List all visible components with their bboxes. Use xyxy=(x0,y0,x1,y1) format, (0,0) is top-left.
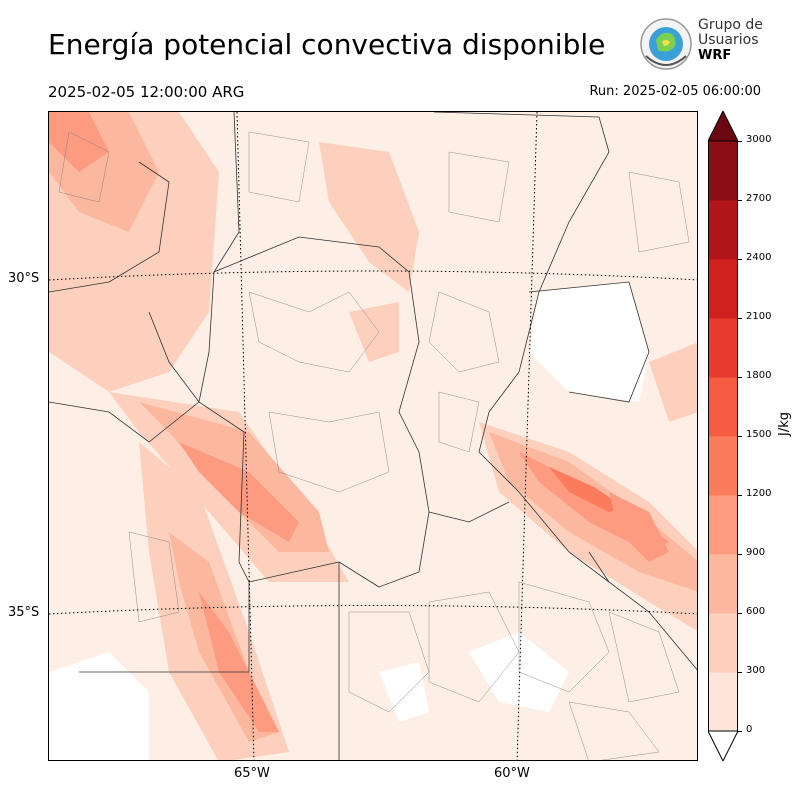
colorbar-tick-label: 1800 xyxy=(746,370,772,381)
colorbar-tick xyxy=(738,377,742,378)
colorbar-tick-label: 3000 xyxy=(746,134,772,145)
colorbar-band xyxy=(708,200,738,260)
colorbar-tick-label: 2700 xyxy=(746,193,772,204)
admin-boundaries xyxy=(49,112,697,760)
dept-boundaries xyxy=(58,131,690,760)
lat-label-30s: 30°S xyxy=(8,271,40,286)
globe-logo-icon xyxy=(640,18,692,70)
colorbar-extend-max xyxy=(708,111,738,142)
cape-map xyxy=(48,111,698,761)
run-time: Run: 2025-02-05 06:00:00 xyxy=(589,84,761,99)
colorbar-tick-label: 900 xyxy=(746,547,766,558)
colorbar-band xyxy=(708,554,738,614)
colorbar-tick xyxy=(738,318,742,319)
colorbar-band xyxy=(708,377,738,437)
colorbar-tick xyxy=(738,495,742,496)
colorbar-tick xyxy=(738,554,742,555)
logo-line-3: WRF xyxy=(698,48,732,63)
grupo-wrf-logo: Grupo de Usuarios WRF xyxy=(638,16,778,74)
colorbar-tick-label: 2100 xyxy=(746,311,772,322)
lon-label-65w: 65°W xyxy=(234,766,270,781)
colorbar-tick xyxy=(738,141,742,142)
graticule xyxy=(49,112,697,760)
logo-line-2: Usuarios xyxy=(698,32,759,48)
lon-label-60w: 60°W xyxy=(494,766,530,781)
colorbar-band xyxy=(708,318,738,378)
valid-time: 2025-02-05 12:00:00 ARG xyxy=(48,83,245,101)
colorbar-tick xyxy=(738,613,742,614)
colorbar-tick-label: 300 xyxy=(746,665,766,676)
logo-line-1: Grupo de xyxy=(698,17,763,33)
cape-shading xyxy=(49,112,697,760)
colorbar-tick-label: 1200 xyxy=(746,488,772,499)
map-canvas xyxy=(49,112,697,760)
colorbar-band xyxy=(708,672,738,732)
colorbar-band xyxy=(708,141,738,201)
colorbar-tick-label: 600 xyxy=(746,606,766,617)
colorbar-tick xyxy=(738,259,742,260)
colorbar-tick-label: 2400 xyxy=(746,252,772,263)
lat-label-35s: 35°S xyxy=(8,605,40,620)
map-title: Energía potencial convectiva disponible xyxy=(48,28,606,61)
colorbar-extend-min xyxy=(708,730,738,761)
colorbar-tick xyxy=(738,672,742,673)
colorbar-band xyxy=(708,436,738,496)
colorbar-tick xyxy=(738,731,742,732)
colorbar-band xyxy=(708,613,738,673)
colorbar-band xyxy=(708,495,738,555)
colorbar-tick xyxy=(738,200,742,201)
colorbar-outline xyxy=(708,140,738,732)
colorbar-band xyxy=(708,259,738,319)
colorbar-unit: J/kg xyxy=(777,412,792,436)
logo-text: Grupo de Usuarios WRF xyxy=(698,17,763,64)
colorbar-tick-label: 0 xyxy=(746,724,753,735)
colorbar-tick xyxy=(738,436,742,437)
colorbar xyxy=(708,111,738,761)
colorbar-tick-label: 1500 xyxy=(746,429,772,440)
